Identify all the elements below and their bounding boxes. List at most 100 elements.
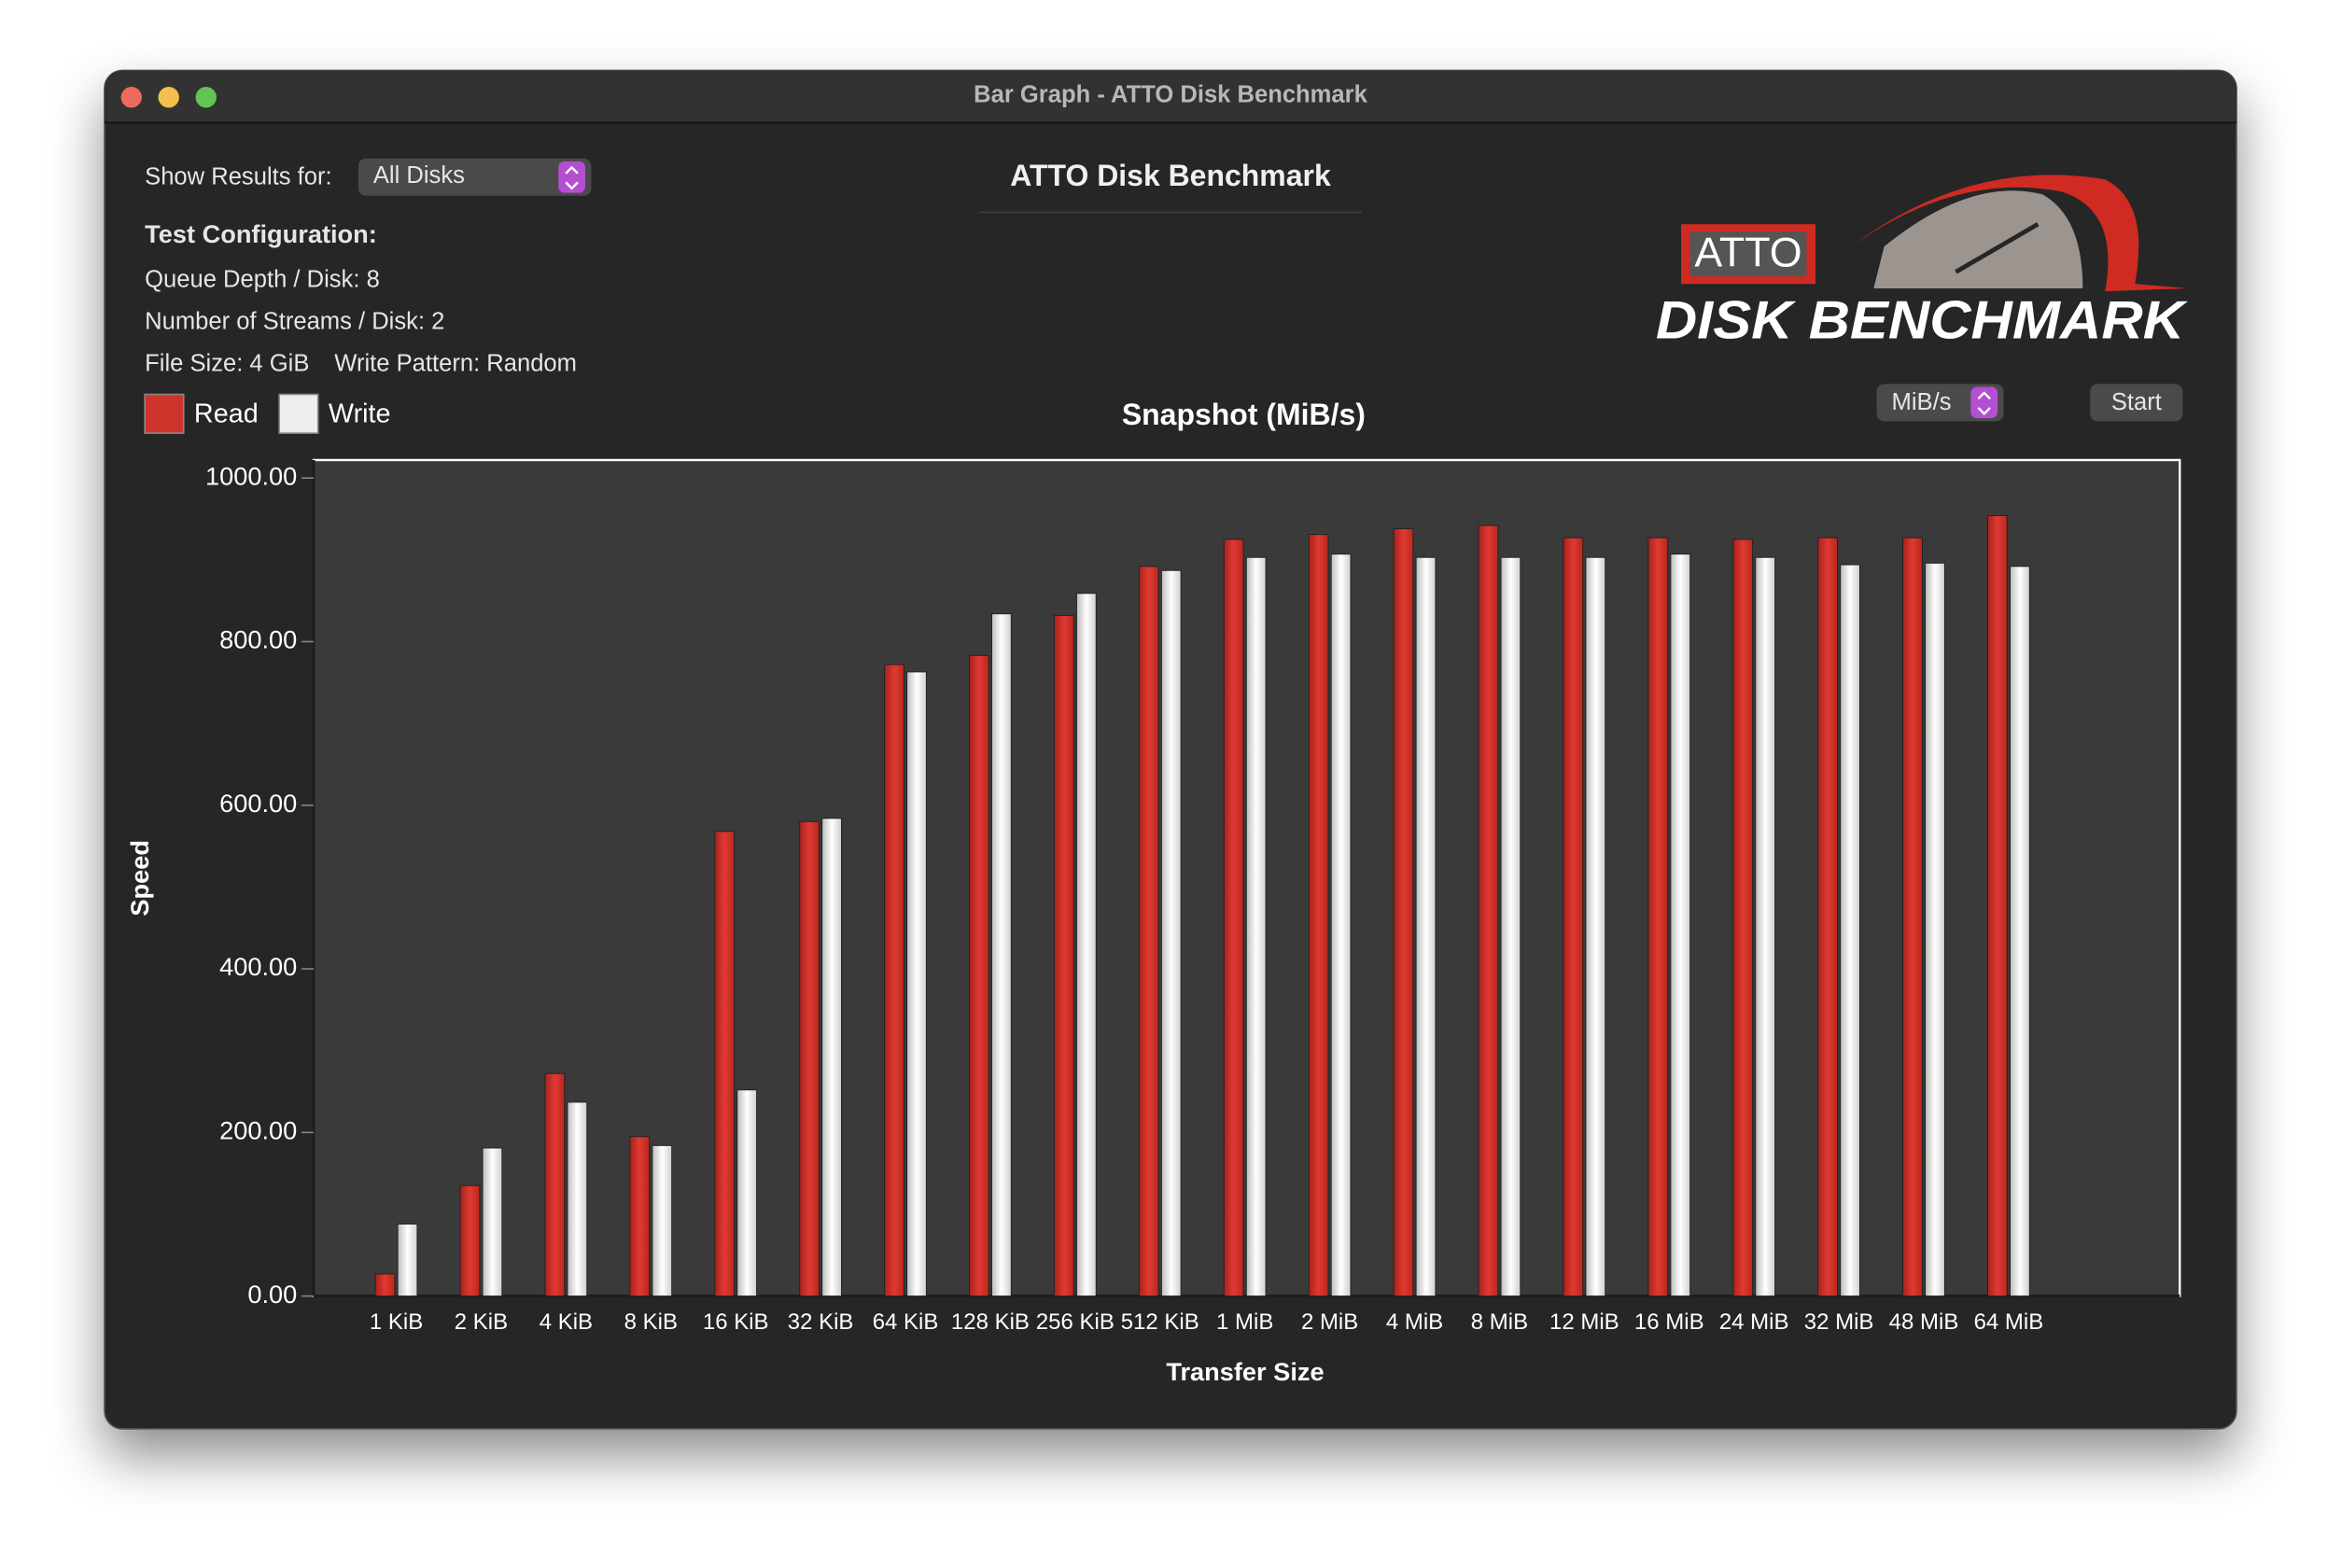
y-tick-label: 800.00 bbox=[219, 625, 297, 654]
logo-box-inner bbox=[1689, 231, 1807, 277]
bar bbox=[567, 1101, 588, 1297]
arrow-icon bbox=[1977, 391, 1991, 416]
y-tick-label: 200.00 bbox=[219, 1116, 297, 1145]
unit-select-text: MiB/s bbox=[1892, 389, 1952, 415]
x-tick-label: 4 KiB bbox=[540, 1309, 593, 1335]
x-tick-label: 48 MiB bbox=[1889, 1309, 1959, 1335]
x-tick-label: 8 MiB bbox=[1471, 1309, 1528, 1335]
x-tick-label: 32 MiB bbox=[1804, 1309, 1874, 1335]
bar bbox=[1585, 556, 1606, 1297]
x-tick-label: 2 KiB bbox=[455, 1309, 508, 1335]
bar bbox=[714, 831, 736, 1297]
bar bbox=[397, 1224, 418, 1297]
bar bbox=[374, 1273, 396, 1297]
legend-swatch bbox=[278, 393, 319, 434]
bar bbox=[1500, 556, 1521, 1297]
y-tick-label: 1000.00 bbox=[205, 461, 297, 490]
x-tick-label: 64 KiB bbox=[873, 1309, 939, 1335]
legend-label: Write bbox=[329, 399, 391, 429]
x-tick-label: 4 MiB bbox=[1386, 1309, 1443, 1335]
bar bbox=[459, 1184, 481, 1297]
bar bbox=[1755, 556, 1776, 1297]
bar bbox=[991, 613, 1012, 1297]
select-arrows bbox=[558, 161, 585, 193]
bar bbox=[1393, 528, 1414, 1297]
bar bbox=[1330, 553, 1352, 1297]
bar bbox=[1817, 537, 1838, 1297]
bar bbox=[2010, 566, 2030, 1297]
bar bbox=[1160, 569, 1182, 1297]
bar bbox=[1075, 593, 1097, 1297]
bar bbox=[736, 1089, 758, 1297]
config-line: File Size: 4 GiB bbox=[145, 350, 309, 376]
bar bbox=[1308, 534, 1329, 1297]
x-tick-label: 8 KiB bbox=[624, 1309, 678, 1335]
bar bbox=[1415, 556, 1437, 1297]
bar bbox=[906, 671, 927, 1297]
y-tick-label: 600.00 bbox=[219, 789, 297, 818]
title-bar bbox=[104, 70, 2237, 123]
bar bbox=[1647, 537, 1669, 1297]
show-results-label: Show Results for: bbox=[145, 163, 331, 189]
x-tick-label: 64 MiB bbox=[1974, 1309, 2044, 1335]
disk-select-text: All Disks bbox=[373, 162, 465, 189]
app-heading: ATTO Disk Benchmark bbox=[1010, 159, 1331, 192]
logo-gauge bbox=[1873, 190, 2083, 288]
x-tick-label: 32 KiB bbox=[788, 1309, 854, 1335]
config-line: Number of Streams / Disk: 2 bbox=[145, 309, 444, 335]
x-axis-label: Transfer Size bbox=[1166, 1357, 1324, 1386]
bar bbox=[1478, 525, 1499, 1297]
x-tick-label: 24 MiB bbox=[1719, 1309, 1789, 1335]
x-tick-label: 512 KiB bbox=[1121, 1309, 1199, 1335]
zoom-button[interactable] bbox=[195, 87, 217, 108]
bar bbox=[482, 1147, 503, 1297]
bar bbox=[1732, 539, 1754, 1297]
bar bbox=[1223, 539, 1244, 1297]
bar bbox=[821, 818, 842, 1297]
legend-swatch bbox=[144, 393, 185, 434]
logo-swoosh bbox=[1851, 175, 2188, 292]
bar bbox=[1670, 553, 1691, 1297]
y-tick-label: 0.00 bbox=[247, 1280, 297, 1309]
start-button[interactable] bbox=[2090, 384, 2183, 422]
y-tick-label: 400.00 bbox=[219, 952, 297, 981]
window-title: Bar Graph - ATTO Disk Benchmark bbox=[974, 81, 1367, 107]
bar bbox=[799, 820, 820, 1297]
bar bbox=[1138, 566, 1159, 1297]
disk-select[interactable] bbox=[357, 158, 592, 196]
x-tick-label: 1 KiB bbox=[370, 1309, 423, 1335]
x-tick-label: 16 KiB bbox=[703, 1309, 769, 1335]
x-tick-label: 2 MiB bbox=[1301, 1309, 1358, 1335]
bar bbox=[1245, 556, 1267, 1297]
config-heading: Test Configuration: bbox=[145, 219, 377, 248]
x-tick-label: 1 MiB bbox=[1216, 1309, 1273, 1335]
logo-brand: ATTO bbox=[1694, 230, 1801, 276]
minimize-button[interactable] bbox=[158, 87, 179, 108]
y-axis-label: Speed bbox=[125, 840, 154, 917]
config-line: Queue Depth / Disk: 8 bbox=[145, 267, 380, 293]
arrow-icon bbox=[565, 165, 579, 190]
bar bbox=[1840, 564, 1860, 1297]
x-tick-label: 128 KiB bbox=[951, 1309, 1030, 1335]
bar bbox=[1987, 515, 2008, 1297]
select-arrows bbox=[1970, 386, 1998, 419]
logo-product: DISK BENCHMARK bbox=[1656, 291, 2189, 351]
bar bbox=[1053, 614, 1074, 1297]
bar bbox=[629, 1136, 651, 1297]
chart-title: Snapshot (MiB/s) bbox=[1122, 398, 1366, 431]
bar bbox=[1925, 562, 1945, 1297]
x-tick-label: 256 KiB bbox=[1036, 1309, 1114, 1335]
bar bbox=[544, 1072, 566, 1297]
config-line: Write Pattern: Random bbox=[334, 350, 577, 376]
logo-needle bbox=[1955, 222, 2040, 274]
bar bbox=[1563, 537, 1584, 1297]
legend-label: Read bbox=[194, 399, 259, 429]
bar bbox=[969, 654, 989, 1297]
start-button-text: Start bbox=[2111, 389, 2162, 415]
close-button[interactable] bbox=[120, 87, 142, 108]
x-tick-label: 12 MiB bbox=[1549, 1309, 1619, 1335]
logo: ATTO DISK BENCHMARK bbox=[1656, 175, 2189, 351]
bar bbox=[884, 664, 904, 1297]
